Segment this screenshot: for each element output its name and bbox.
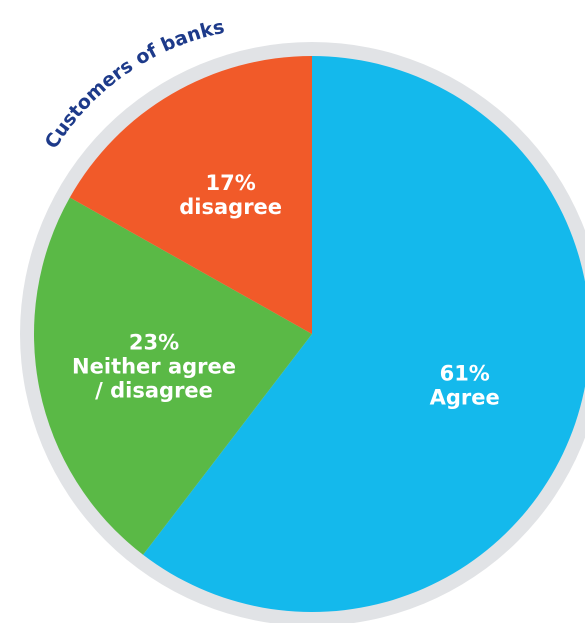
pie-slice-caption: Neither agree <box>72 354 236 378</box>
pie-slice-2 <box>69 56 312 334</box>
pie-slice-caption: Agree <box>430 386 500 410</box>
pie-slice-caption: / disagree <box>95 378 213 402</box>
pie-slice-percent: 61% <box>440 362 490 386</box>
pie-slice-label-2: 17% disagree <box>179 171 282 219</box>
pie-slice-caption: disagree <box>179 195 282 219</box>
pie-slice-1 <box>34 197 313 555</box>
pie-slices <box>34 56 585 612</box>
pie-slice-label-0: 61% Agree <box>430 362 500 410</box>
pie-slice-0 <box>143 56 585 612</box>
pie-slice-labels: 61% Agree 23% Neither agree / disagree 17% dis… <box>72 171 500 410</box>
pie-slice-percent: 17% <box>206 171 256 195</box>
pie-slice-percent: 23% <box>129 330 179 354</box>
pie-slice-label-1: 23% Neither agree / disagree <box>72 330 236 402</box>
